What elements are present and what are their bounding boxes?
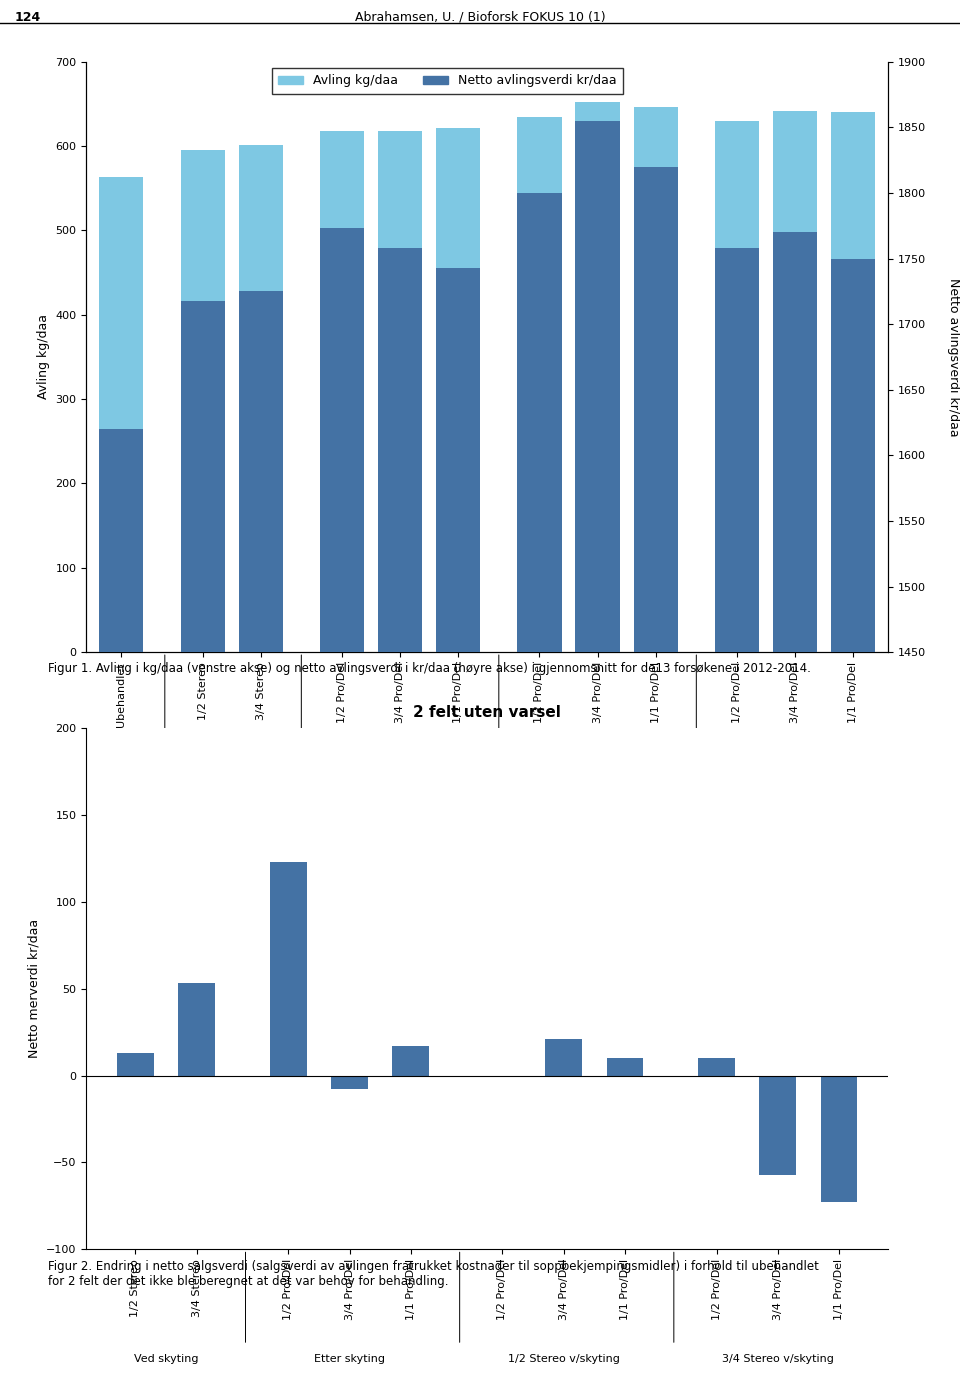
Text: Etter skyting: Etter skyting xyxy=(365,829,436,839)
Bar xyxy=(715,121,759,652)
Bar xyxy=(575,121,619,1373)
Title: 2 felt uten varsel: 2 felt uten varsel xyxy=(413,704,562,719)
Text: Etter skyting: Etter skyting xyxy=(314,1354,385,1363)
Bar xyxy=(821,1075,857,1203)
Text: 3/4 Stereo v/skyting: 3/4 Stereo v/skyting xyxy=(722,1354,834,1363)
Bar xyxy=(698,1059,735,1075)
Bar xyxy=(759,1075,796,1175)
Bar xyxy=(393,1046,429,1075)
Bar xyxy=(634,166,678,1373)
Y-axis label: Netto merverdi kr/daa: Netto merverdi kr/daa xyxy=(28,919,40,1059)
Text: Figur 2. Endring i netto salgsverdi (salgsverdi av avlingen fratrukket kostnader: Figur 2. Endring i netto salgsverdi (sal… xyxy=(48,1260,819,1288)
Bar xyxy=(575,102,619,652)
Bar xyxy=(239,291,283,1373)
Text: 124: 124 xyxy=(14,11,40,23)
Bar xyxy=(436,268,480,1373)
Bar xyxy=(831,111,876,652)
Y-axis label: Avling kg/daa: Avling kg/daa xyxy=(37,314,50,400)
Text: 1/2 Stereo v/skyting: 1/2 Stereo v/skyting xyxy=(508,1354,619,1363)
Bar xyxy=(99,177,143,652)
Y-axis label: Netto avlingsverdi kr/daa: Netto avlingsverdi kr/daa xyxy=(947,277,960,437)
Bar xyxy=(545,1039,582,1075)
Bar xyxy=(715,249,759,1373)
Text: Figur 1. Avling i kg/daa (venstre akse) og netto avlingsverdi i kr/daa (høyre ak: Figur 1. Avling i kg/daa (venstre akse) … xyxy=(48,662,811,674)
Bar xyxy=(331,1075,368,1089)
Text: Ved skyting: Ved skyting xyxy=(133,1354,198,1363)
Bar xyxy=(436,128,480,652)
Bar xyxy=(99,430,143,1373)
Bar xyxy=(320,130,364,652)
Text: 3/4 Stereo
v/skyting: 3/4 Stereo v/skyting xyxy=(766,829,824,851)
Text: Abrahamsen, U. / Bioforsk FOKUS 10 (1): Abrahamsen, U. / Bioforsk FOKUS 10 (1) xyxy=(354,11,606,23)
Bar xyxy=(239,146,283,652)
Bar xyxy=(378,249,422,1373)
Bar xyxy=(831,258,876,1373)
Bar xyxy=(773,111,817,652)
Bar xyxy=(773,232,817,1373)
Bar xyxy=(180,150,225,652)
Bar xyxy=(378,130,422,652)
Bar xyxy=(320,228,364,1373)
Bar xyxy=(117,1053,154,1075)
Bar xyxy=(517,117,562,652)
Bar xyxy=(270,862,306,1075)
Bar xyxy=(634,107,678,652)
Bar xyxy=(607,1059,643,1075)
Bar xyxy=(180,301,225,1373)
Legend: Avling kg/daa, Netto avlingsverdi kr/daa: Avling kg/daa, Netto avlingsverdi kr/daa xyxy=(272,69,623,93)
Text: 1/2 Stereo
v/skyting: 1/2 Stereo v/skyting xyxy=(568,829,627,851)
Bar xyxy=(517,194,562,1373)
Text: Før eller
ved skyting: Før eller ved skyting xyxy=(200,829,264,851)
Bar xyxy=(179,983,215,1075)
